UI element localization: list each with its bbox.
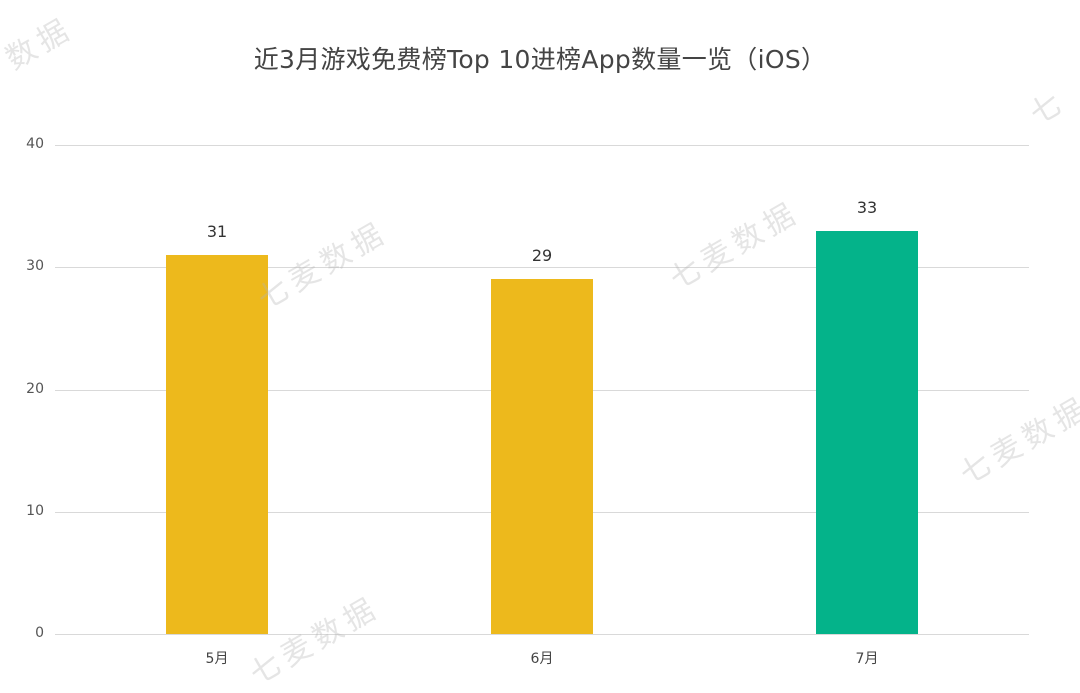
value-label: 33 [856, 197, 878, 217]
gridline-0 [55, 634, 1029, 635]
y-tick-label: 20 [26, 381, 44, 397]
value-label: 31 [206, 222, 228, 242]
chart-title: 近3月游戏免费榜Top 10进榜App数量一览（iOS） [253, 45, 827, 74]
y-tick-label: 0 [35, 625, 44, 641]
gridline-30 [55, 267, 1029, 268]
y-tick-label: 10 [26, 503, 44, 519]
y-tick-label: 30 [26, 258, 44, 274]
x-tick-label: 5月 [205, 651, 229, 667]
value-label: 29 [531, 246, 553, 266]
bar-june [491, 279, 593, 634]
bar-may [166, 255, 268, 634]
x-tick-label: 6月 [530, 651, 554, 667]
bar-july [816, 230, 918, 634]
x-tick-label: 7月 [855, 651, 879, 667]
y-tick-label: 40 [26, 136, 44, 152]
gridline-40 [55, 145, 1029, 146]
